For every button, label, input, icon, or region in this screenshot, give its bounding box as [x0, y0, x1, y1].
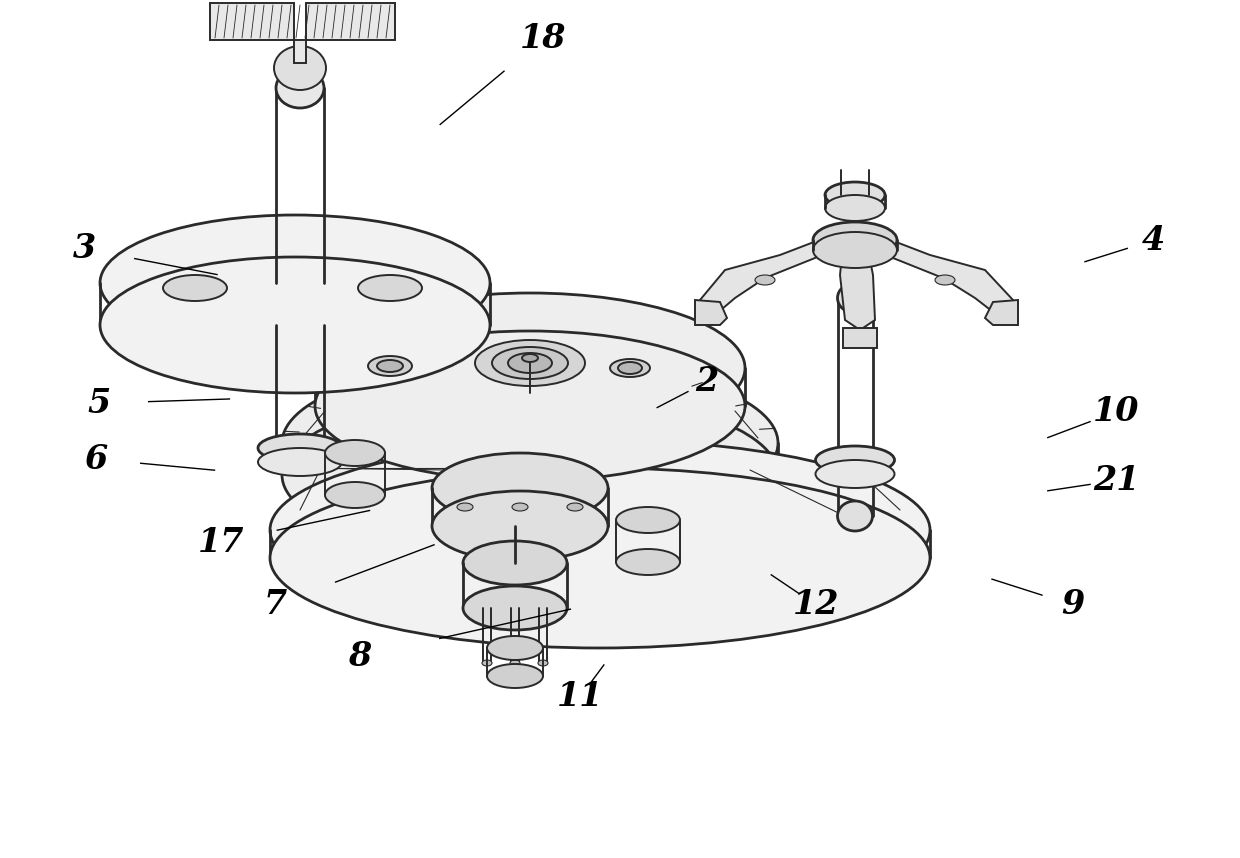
Ellipse shape: [487, 664, 543, 688]
Ellipse shape: [567, 503, 583, 511]
Ellipse shape: [522, 354, 538, 362]
Ellipse shape: [825, 182, 885, 208]
Text: 17: 17: [197, 526, 244, 559]
Ellipse shape: [616, 507, 680, 533]
Ellipse shape: [162, 275, 227, 301]
Text: 8: 8: [348, 640, 371, 673]
Text: 11: 11: [557, 680, 604, 713]
Ellipse shape: [315, 293, 745, 443]
Ellipse shape: [508, 353, 552, 373]
Text: 10: 10: [1092, 396, 1140, 428]
Ellipse shape: [458, 503, 472, 511]
Text: 4: 4: [1142, 224, 1164, 257]
Ellipse shape: [281, 391, 777, 559]
Ellipse shape: [325, 482, 384, 508]
Polygon shape: [839, 245, 875, 330]
Ellipse shape: [258, 434, 342, 462]
Text: 7: 7: [264, 589, 286, 621]
Ellipse shape: [618, 362, 642, 374]
Ellipse shape: [825, 195, 885, 221]
Ellipse shape: [510, 660, 520, 666]
Ellipse shape: [100, 215, 490, 351]
Ellipse shape: [816, 460, 894, 488]
Polygon shape: [701, 232, 843, 315]
Ellipse shape: [463, 541, 567, 585]
Ellipse shape: [512, 503, 528, 511]
Ellipse shape: [492, 347, 568, 379]
Ellipse shape: [258, 448, 342, 476]
Ellipse shape: [315, 331, 745, 481]
Text: 3: 3: [73, 233, 95, 265]
Text: 5: 5: [88, 387, 110, 420]
Polygon shape: [985, 300, 1018, 325]
Ellipse shape: [274, 46, 326, 90]
Text: 18: 18: [520, 22, 567, 55]
Ellipse shape: [277, 68, 324, 108]
Polygon shape: [867, 232, 1013, 315]
Ellipse shape: [487, 636, 543, 660]
Text: 12: 12: [792, 589, 839, 621]
Text: 2: 2: [696, 366, 718, 398]
Ellipse shape: [475, 340, 585, 386]
Ellipse shape: [325, 440, 384, 466]
Ellipse shape: [377, 360, 403, 372]
Ellipse shape: [358, 275, 422, 301]
Ellipse shape: [813, 232, 897, 268]
Ellipse shape: [813, 222, 897, 258]
Ellipse shape: [538, 660, 548, 666]
Ellipse shape: [935, 275, 955, 285]
Ellipse shape: [281, 359, 777, 527]
Text: 21: 21: [1092, 464, 1140, 497]
Ellipse shape: [432, 491, 608, 561]
Ellipse shape: [837, 283, 873, 313]
Ellipse shape: [432, 453, 608, 523]
Ellipse shape: [270, 440, 930, 620]
Text: 6: 6: [84, 443, 107, 475]
Polygon shape: [694, 300, 727, 325]
Ellipse shape: [610, 359, 650, 377]
Ellipse shape: [816, 446, 894, 474]
Text: 9: 9: [1061, 589, 1084, 621]
Ellipse shape: [463, 586, 567, 630]
Polygon shape: [210, 3, 396, 63]
Ellipse shape: [482, 660, 492, 666]
Ellipse shape: [755, 275, 775, 285]
Ellipse shape: [270, 468, 930, 648]
Polygon shape: [843, 328, 877, 348]
Ellipse shape: [100, 257, 490, 393]
Ellipse shape: [616, 549, 680, 575]
Ellipse shape: [368, 356, 412, 376]
Ellipse shape: [837, 501, 873, 531]
